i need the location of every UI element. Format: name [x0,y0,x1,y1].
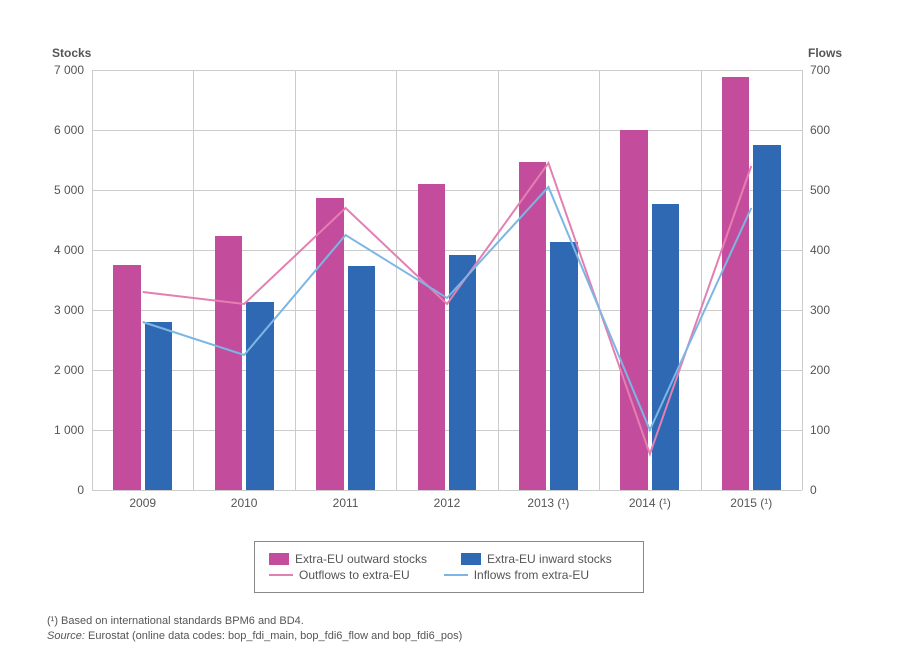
axis-title-right: Flows [808,46,842,60]
y-right-tick-label: 400 [810,243,830,257]
legend-label: Extra-EU outward stocks [295,552,427,566]
y-left-tick-label: 4 000 [44,243,84,257]
legend-swatch-icon [461,553,481,565]
x-category-label: 2015 (¹) [730,496,772,510]
y-left-tick-label: 1 000 [44,423,84,437]
y-left-tick-label: 0 [44,483,84,497]
y-left-tick-label: 3 000 [44,303,84,317]
x-category-label: 2013 (¹) [527,496,569,510]
x-category-label: 2009 [129,496,156,510]
x-category-label: 2010 [231,496,258,510]
y-left-tick-label: 2 000 [44,363,84,377]
axis-title-left: Stocks [52,46,91,60]
legend-item-inflows: Inflows from extra-EU [444,568,589,582]
x-category-label: 2011 [333,496,359,510]
lines-layer [92,70,802,490]
source-label: Source: [47,630,85,642]
x-category-label: 2014 (¹) [629,496,671,510]
legend-label: Outflows to extra-EU [299,568,410,582]
plot-area [92,70,802,490]
source-text: Eurostat (online data codes: bop_fdi_mai… [88,630,462,642]
legend-swatch-icon [269,553,289,565]
y-left-tick-label: 5 000 [44,183,84,197]
y-right-tick-label: 0 [810,483,817,497]
y-right-tick-label: 600 [810,123,830,137]
legend-item-outflows: Outflows to extra-EU [269,568,410,582]
footnote-asterisk: (¹) Based on international standards BPM… [47,614,462,629]
legend-line-icon [269,574,293,576]
y-right-tick-label: 700 [810,63,830,77]
footnote-source: Source: Eurostat (online data codes: bop… [47,629,462,644]
legend-label: Extra-EU inward stocks [487,552,612,566]
line-inflows [143,187,752,430]
legend-line-icon [444,574,468,576]
legend: Extra-EU outward stocks Extra-EU inward … [254,541,644,593]
y-right-tick-label: 100 [810,423,830,437]
y-left-tick-label: 6 000 [44,123,84,137]
x-category-label: 2012 [434,496,461,510]
legend-label: Inflows from extra-EU [474,568,589,582]
chart-container: Stocks Flows 0 1 000 2 000 3 000 4 000 5 000 6… [0,0,900,661]
footnotes: (¹) Based on international standards BPM… [47,614,462,644]
y-right-tick-label: 200 [810,363,830,377]
legend-item-outward-stocks: Extra-EU outward stocks [269,552,427,566]
y-right-tick-label: 300 [810,303,830,317]
line-outflows [143,163,752,454]
legend-item-inward-stocks: Extra-EU inward stocks [461,552,612,566]
y-left-tick-label: 7 000 [44,63,84,77]
y-right-tick-label: 500 [810,183,830,197]
